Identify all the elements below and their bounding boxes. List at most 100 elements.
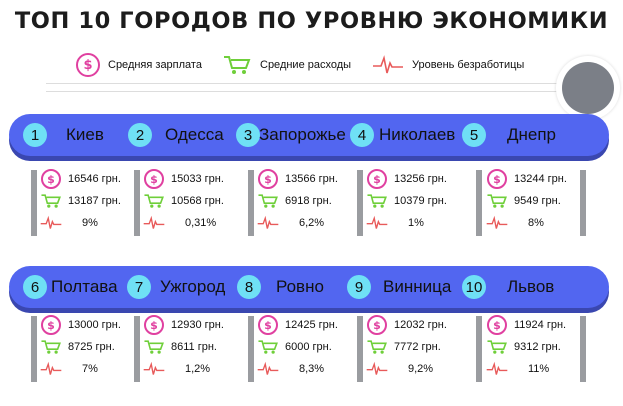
expenses-value: 10568 грн.: [171, 195, 224, 207]
card-divider: [476, 316, 482, 382]
heartbeat-icon: [40, 361, 62, 375]
page-title: ТОП 10 ГОРОДОВ ПО УРОВНЮ ЭКОНОМИКИ: [14, 8, 609, 34]
card-divider: [476, 170, 482, 236]
card-divider: [357, 316, 363, 382]
legend: $ Средняя зарплата Средние расходы Урове…: [0, 52, 623, 78]
legend-expenses: Средние расходы: [222, 52, 351, 78]
stat-salary: $13256 грн.: [366, 168, 470, 190]
timeline-rail: [46, 83, 581, 92]
unemployment-value: 8,3%: [299, 363, 325, 375]
expenses-value: 8611 грн.: [171, 341, 217, 353]
stat-unemployment: 9%: [40, 212, 144, 234]
timeline-circle: [562, 62, 614, 114]
dollar-bubble-icon: $: [144, 169, 164, 189]
city-band-1: [9, 114, 609, 156]
city-rank-badge: 4: [350, 123, 374, 147]
stat-expenses: 10568 грн.: [143, 190, 247, 212]
card-divider: [31, 316, 37, 382]
heartbeat-icon: [143, 361, 165, 375]
city-stats-card: $15033 грн. 10568 грн. 0,31%: [143, 168, 247, 252]
expenses-value: 9549 грн.: [514, 195, 561, 207]
city-name: Ужгород: [160, 277, 226, 296]
shopping-cart-icon: [144, 194, 164, 208]
unemployment-value: 8%: [528, 217, 544, 229]
city-stats-card: $12032 грн. 7772 грн. 9,2%: [366, 314, 470, 398]
city-rank-badge: 3: [236, 123, 260, 147]
salary-value: 13000 грн.: [68, 319, 121, 331]
shopping-cart-icon: [367, 340, 387, 354]
stat-salary: $12425 грн.: [257, 314, 361, 336]
unemployment-value: 9,2%: [408, 363, 434, 375]
stat-expenses: 9549 грн.: [486, 190, 590, 212]
expenses-value: 10379 грн.: [394, 195, 447, 207]
heartbeat-icon: [257, 215, 279, 229]
stat-unemployment: 1%: [366, 212, 470, 234]
shopping-cart-icon: [224, 56, 251, 74]
stat-salary: $12930 грн.: [143, 314, 247, 336]
city-name: Львов: [507, 277, 555, 296]
heartbeat-icon: [366, 361, 388, 375]
expenses-value: 9312 грн.: [514, 341, 561, 353]
dollar-bubble-icon: $: [258, 315, 278, 335]
salary-value: 15033 грн.: [171, 173, 224, 185]
dollar-bubble-icon: $: [258, 169, 278, 189]
heartbeat-icon: [486, 361, 508, 375]
stat-unemployment: 0,31%: [143, 212, 247, 234]
city-rank-badge: 8: [237, 275, 261, 299]
stat-expenses: 9312 грн.: [486, 336, 590, 358]
city-rank-badge: 1: [23, 123, 47, 147]
city-stats-card: $11924 грн. 9312 грн. 11%: [486, 314, 590, 398]
stat-expenses: 6000 грн.: [257, 336, 361, 358]
salary-value: 11924 грн.: [514, 319, 567, 331]
city-name: Николаев: [379, 125, 456, 144]
unemployment-value: 9%: [82, 217, 98, 229]
city-rank-badge: 9: [347, 275, 371, 299]
salary-value: 13566 грн.: [285, 173, 338, 185]
stat-unemployment: 6,2%: [257, 212, 361, 234]
city-stats-card: $12930 грн. 8611 грн. 1,2%: [143, 314, 247, 398]
shopping-cart-icon: [41, 340, 61, 354]
heartbeat-icon: [143, 215, 165, 229]
stat-expenses: 7772 грн.: [366, 336, 470, 358]
stat-salary: $13244 грн.: [486, 168, 590, 190]
stat-expenses: 8725 грн.: [40, 336, 144, 358]
legend-unemployment: Уровень безработицы: [372, 52, 524, 78]
dollar-bubble-icon: $: [487, 315, 507, 335]
expenses-value: 6000 грн.: [285, 341, 332, 353]
city-stats-card: $13244 грн. 9549 грн. 8%: [486, 168, 590, 252]
salary-value: 12032 грн.: [394, 319, 447, 331]
card-divider: [248, 170, 254, 236]
expenses-value: 13187 грн.: [68, 195, 121, 207]
card-divider: [248, 316, 254, 382]
stat-expenses: 6918 грн.: [257, 190, 361, 212]
shopping-cart-icon: [144, 340, 164, 354]
card-divider: [580, 316, 586, 382]
city-rank-badge: 10: [462, 275, 486, 299]
dollar-bubble-icon: $: [367, 315, 387, 335]
city-stats-card: $16546 грн. 13187 грн. 9%: [40, 168, 144, 252]
stat-expenses: 10379 грн.: [366, 190, 470, 212]
stat-salary: $13000 грн.: [40, 314, 144, 336]
city-name: Винница: [383, 277, 452, 296]
stat-salary: $15033 грн.: [143, 168, 247, 190]
stat-salary: $16546 грн.: [40, 168, 144, 190]
stat-unemployment: 1,2%: [143, 358, 247, 380]
heartbeat-icon: [257, 361, 279, 375]
expenses-value: 8725 грн.: [68, 341, 115, 353]
stat-unemployment: 7%: [40, 358, 144, 380]
stat-salary: $12032 грн.: [366, 314, 470, 336]
stat-salary: $11924 грн.: [486, 314, 590, 336]
legend-salary-label: Средняя зарплата: [108, 59, 202, 71]
unemployment-value: 1%: [408, 217, 424, 229]
shopping-cart-icon: [367, 194, 387, 208]
dollar-bubble-icon: $: [41, 169, 61, 189]
shopping-cart-icon: [487, 194, 507, 208]
city-stats-card: $13256 грн. 10379 грн. 1%: [366, 168, 470, 252]
city-name: Запорожье: [259, 125, 346, 144]
salary-value: 16546 грн.: [68, 173, 121, 185]
expenses-value: 6918 грн.: [285, 195, 332, 207]
unemployment-value: 1,2%: [185, 363, 211, 375]
heartbeat-icon: [366, 215, 388, 229]
unemployment-value: 11%: [528, 363, 550, 375]
card-divider: [580, 170, 586, 236]
